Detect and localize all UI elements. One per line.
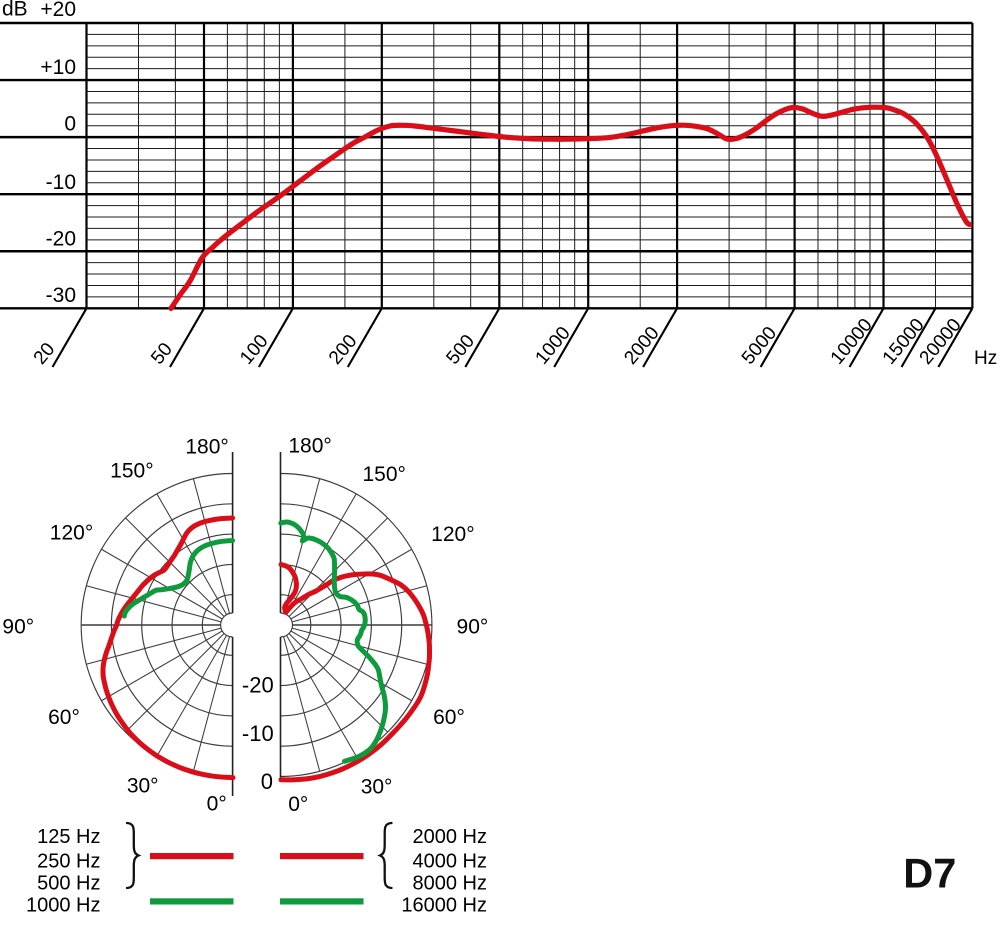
svg-text:-30: -30: [46, 284, 76, 307]
svg-text:dB: dB: [2, 0, 28, 21]
svg-text:500 Hz: 500 Hz: [37, 873, 100, 895]
svg-text:125 Hz: 125 Hz: [37, 826, 100, 848]
svg-text:120°: 120°: [50, 522, 93, 545]
svg-text:D7: D7: [903, 850, 956, 897]
svg-text:150°: 150°: [110, 460, 153, 483]
svg-text:180°: 180°: [185, 436, 228, 459]
svg-text:+10: +10: [40, 56, 76, 79]
svg-text:4000 Hz: 4000 Hz: [413, 851, 488, 873]
svg-text:0: 0: [64, 113, 76, 136]
svg-text:150°: 150°: [362, 463, 405, 486]
svg-text:-10: -10: [46, 171, 76, 194]
svg-text:+20: +20: [40, 0, 76, 21]
svg-text:8000 Hz: 8000 Hz: [413, 873, 488, 895]
svg-text:60°: 60°: [433, 706, 465, 729]
svg-text:250 Hz: 250 Hz: [37, 851, 100, 873]
svg-text:16000 Hz: 16000 Hz: [401, 895, 487, 917]
svg-text:2000 Hz: 2000 Hz: [413, 826, 488, 848]
svg-text:0: 0: [261, 769, 273, 794]
svg-text:0°: 0°: [288, 793, 308, 816]
svg-text:30°: 30°: [361, 775, 393, 798]
svg-text:120°: 120°: [431, 523, 474, 546]
svg-text:30°: 30°: [127, 775, 159, 798]
svg-text:Hz: Hz: [974, 348, 997, 369]
svg-text:60°: 60°: [48, 706, 80, 729]
svg-text:90°: 90°: [457, 616, 489, 639]
svg-text:90°: 90°: [2, 616, 34, 639]
svg-text:-20: -20: [46, 227, 76, 250]
svg-text:-10: -10: [242, 721, 274, 746]
svg-text:1000 Hz: 1000 Hz: [26, 895, 101, 917]
svg-text:180°: 180°: [288, 435, 331, 458]
svg-text:-20: -20: [242, 673, 274, 698]
svg-text:0°: 0°: [207, 793, 227, 816]
